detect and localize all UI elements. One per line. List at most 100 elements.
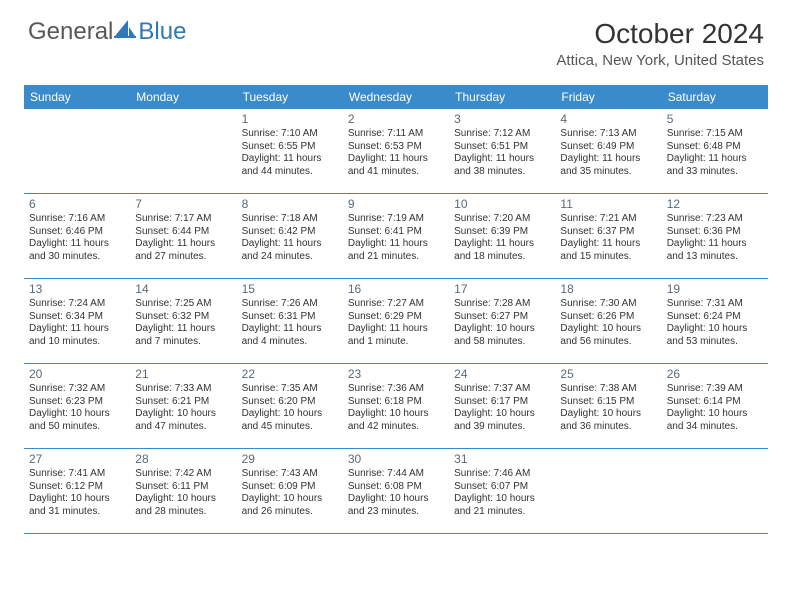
day-number: 10	[454, 197, 550, 212]
sunset-text: Sunset: 6:36 PM	[667, 226, 763, 239]
day-cell: 8Sunrise: 7:18 AMSunset: 6:42 PMDaylight…	[237, 194, 343, 278]
sunset-text: Sunset: 6:53 PM	[348, 141, 444, 154]
day-cell: 22Sunrise: 7:35 AMSunset: 6:20 PMDayligh…	[237, 364, 343, 448]
sunset-text: Sunset: 6:49 PM	[560, 141, 656, 154]
weekday-header: Saturday	[662, 85, 768, 109]
daylight-text: Daylight: 10 hours and 34 minutes.	[667, 408, 763, 433]
daylight-text: Daylight: 11 hours and 30 minutes.	[29, 238, 125, 263]
sunrise-text: Sunrise: 7:38 AM	[560, 383, 656, 396]
sunrise-text: Sunrise: 7:18 AM	[242, 213, 338, 226]
day-number: 11	[560, 197, 656, 212]
daylight-text: Daylight: 11 hours and 33 minutes.	[667, 153, 763, 178]
week-row: 1Sunrise: 7:10 AMSunset: 6:55 PMDaylight…	[24, 109, 768, 194]
sunset-text: Sunset: 6:55 PM	[242, 141, 338, 154]
sunset-text: Sunset: 6:37 PM	[560, 226, 656, 239]
sunrise-text: Sunrise: 7:16 AM	[29, 213, 125, 226]
sunrise-text: Sunrise: 7:39 AM	[667, 383, 763, 396]
day-cell: 21Sunrise: 7:33 AMSunset: 6:21 PMDayligh…	[130, 364, 236, 448]
day-number: 20	[29, 367, 125, 382]
week-row: 6Sunrise: 7:16 AMSunset: 6:46 PMDaylight…	[24, 194, 768, 279]
day-number: 23	[348, 367, 444, 382]
day-number: 22	[242, 367, 338, 382]
title-block: October 2024 Attica, New York, United St…	[556, 18, 764, 69]
sunrise-text: Sunrise: 7:43 AM	[242, 468, 338, 481]
weekday-header: Wednesday	[343, 85, 449, 109]
logo: General Blue	[28, 18, 186, 46]
sunrise-text: Sunrise: 7:17 AM	[135, 213, 231, 226]
daylight-text: Daylight: 11 hours and 27 minutes.	[135, 238, 231, 263]
daylight-text: Daylight: 11 hours and 38 minutes.	[454, 153, 550, 178]
day-number: 7	[135, 197, 231, 212]
day-cell: 31Sunrise: 7:46 AMSunset: 6:07 PMDayligh…	[449, 449, 555, 533]
weekday-header: Sunday	[24, 85, 130, 109]
daylight-text: Daylight: 10 hours and 28 minutes.	[135, 493, 231, 518]
sunrise-text: Sunrise: 7:46 AM	[454, 468, 550, 481]
sunset-text: Sunset: 6:51 PM	[454, 141, 550, 154]
sunset-text: Sunset: 6:44 PM	[135, 226, 231, 239]
sunset-text: Sunset: 6:34 PM	[29, 311, 125, 324]
empty-cell	[555, 449, 661, 533]
day-number: 9	[348, 197, 444, 212]
daylight-text: Daylight: 11 hours and 4 minutes.	[242, 323, 338, 348]
daylight-text: Daylight: 11 hours and 10 minutes.	[29, 323, 125, 348]
day-number: 28	[135, 452, 231, 467]
day-cell: 25Sunrise: 7:38 AMSunset: 6:15 PMDayligh…	[555, 364, 661, 448]
day-cell: 20Sunrise: 7:32 AMSunset: 6:23 PMDayligh…	[24, 364, 130, 448]
day-number: 4	[560, 112, 656, 127]
day-cell: 7Sunrise: 7:17 AMSunset: 6:44 PMDaylight…	[130, 194, 236, 278]
sunrise-text: Sunrise: 7:30 AM	[560, 298, 656, 311]
day-number: 15	[242, 282, 338, 297]
day-number: 17	[454, 282, 550, 297]
day-cell: 18Sunrise: 7:30 AMSunset: 6:26 PMDayligh…	[555, 279, 661, 363]
sunset-text: Sunset: 6:46 PM	[29, 226, 125, 239]
day-cell: 24Sunrise: 7:37 AMSunset: 6:17 PMDayligh…	[449, 364, 555, 448]
day-number: 24	[454, 367, 550, 382]
daylight-text: Daylight: 10 hours and 50 minutes.	[29, 408, 125, 433]
sunrise-text: Sunrise: 7:37 AM	[454, 383, 550, 396]
day-cell: 17Sunrise: 7:28 AMSunset: 6:27 PMDayligh…	[449, 279, 555, 363]
sunset-text: Sunset: 6:07 PM	[454, 481, 550, 494]
week-row: 27Sunrise: 7:41 AMSunset: 6:12 PMDayligh…	[24, 449, 768, 534]
daylight-text: Daylight: 10 hours and 23 minutes.	[348, 493, 444, 518]
daylight-text: Daylight: 11 hours and 24 minutes.	[242, 238, 338, 263]
week-row: 13Sunrise: 7:24 AMSunset: 6:34 PMDayligh…	[24, 279, 768, 364]
day-number: 16	[348, 282, 444, 297]
day-cell: 11Sunrise: 7:21 AMSunset: 6:37 PMDayligh…	[555, 194, 661, 278]
day-cell: 6Sunrise: 7:16 AMSunset: 6:46 PMDaylight…	[24, 194, 130, 278]
month-title: October 2024	[556, 18, 764, 50]
sunrise-text: Sunrise: 7:25 AM	[135, 298, 231, 311]
day-cell: 27Sunrise: 7:41 AMSunset: 6:12 PMDayligh…	[24, 449, 130, 533]
sunset-text: Sunset: 6:11 PM	[135, 481, 231, 494]
day-number: 31	[454, 452, 550, 467]
sunrise-text: Sunrise: 7:42 AM	[135, 468, 231, 481]
daylight-text: Daylight: 11 hours and 35 minutes.	[560, 153, 656, 178]
day-number: 13	[29, 282, 125, 297]
day-number: 21	[135, 367, 231, 382]
sunrise-text: Sunrise: 7:13 AM	[560, 128, 656, 141]
sunset-text: Sunset: 6:15 PM	[560, 396, 656, 409]
sunset-text: Sunset: 6:20 PM	[242, 396, 338, 409]
sunset-text: Sunset: 6:32 PM	[135, 311, 231, 324]
weekday-header: Monday	[130, 85, 236, 109]
day-cell: 12Sunrise: 7:23 AMSunset: 6:36 PMDayligh…	[662, 194, 768, 278]
sunrise-text: Sunrise: 7:28 AM	[454, 298, 550, 311]
logo-text-blue: Blue	[138, 18, 186, 46]
day-number: 5	[667, 112, 763, 127]
daylight-text: Daylight: 11 hours and 21 minutes.	[348, 238, 444, 263]
sunrise-text: Sunrise: 7:20 AM	[454, 213, 550, 226]
weekday-header: Tuesday	[237, 85, 343, 109]
weekday-header: Friday	[555, 85, 661, 109]
day-cell: 23Sunrise: 7:36 AMSunset: 6:18 PMDayligh…	[343, 364, 449, 448]
daylight-text: Daylight: 10 hours and 31 minutes.	[29, 493, 125, 518]
sunset-text: Sunset: 6:42 PM	[242, 226, 338, 239]
day-number: 2	[348, 112, 444, 127]
day-number: 25	[560, 367, 656, 382]
day-cell: 29Sunrise: 7:43 AMSunset: 6:09 PMDayligh…	[237, 449, 343, 533]
sunset-text: Sunset: 6:18 PM	[348, 396, 444, 409]
day-number: 19	[667, 282, 763, 297]
week-row: 20Sunrise: 7:32 AMSunset: 6:23 PMDayligh…	[24, 364, 768, 449]
sunset-text: Sunset: 6:14 PM	[667, 396, 763, 409]
daylight-text: Daylight: 10 hours and 45 minutes.	[242, 408, 338, 433]
calendar: Sunday Monday Tuesday Wednesday Thursday…	[24, 85, 768, 534]
daylight-text: Daylight: 10 hours and 42 minutes.	[348, 408, 444, 433]
